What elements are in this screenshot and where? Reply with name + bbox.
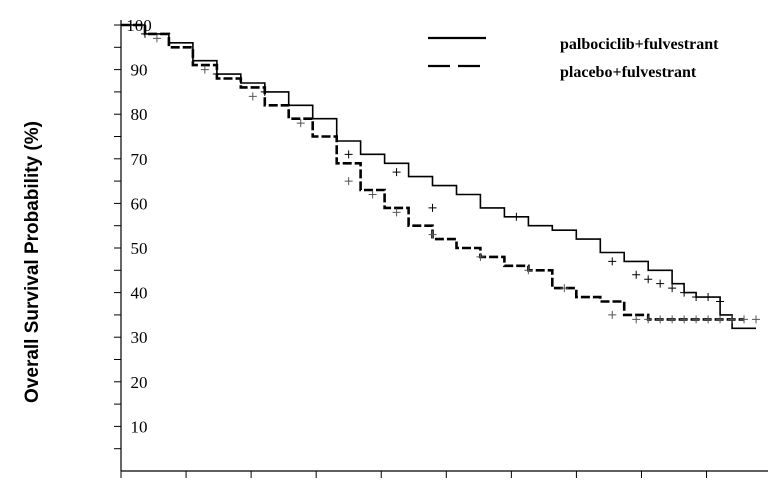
censor-mark [692,315,701,324]
censor-mark [608,257,617,266]
censor-mark [704,315,713,324]
censor-mark [668,315,677,324]
censor-mark [656,315,665,324]
censor-mark [344,150,353,159]
censor-mark [200,65,209,74]
legend-label: placebo+fulvestrant [560,64,697,81]
censor-mark [512,212,521,221]
censor-mark [428,230,437,239]
censor-mark [368,190,377,199]
censor-mark [632,315,641,324]
censor-mark [644,275,653,284]
censor-mark [644,315,653,324]
censor-mark [656,279,665,288]
censor-mark [740,315,749,324]
y-tick-label: 30 [131,328,148,347]
censor-mark [752,315,761,324]
series-layer [121,23,761,330]
censor-mark [716,315,725,324]
y-tick-label: 10 [131,417,148,436]
censor-mark [608,310,617,319]
censor-mark [668,284,677,293]
series-line-placebo [121,23,744,321]
censor-mark [248,92,257,101]
censor-mark [296,119,305,128]
y-axis-title: Overall Survival Probability (%) [22,121,43,403]
censor-mark [692,293,701,302]
censor-mark [476,252,485,261]
censor-mark [680,315,689,324]
censor-mark [152,34,161,43]
censor-mark [524,266,533,275]
censor-mark [428,203,437,212]
censor-mark [632,270,641,279]
y-tick-label: 60 [131,194,148,213]
y-tick-label: 80 [131,105,148,124]
censor-mark [344,177,353,186]
legend: palbociclib+fulvestrant placebo+fulvestra… [428,36,719,81]
censor-mark [392,168,401,177]
y-tick-label: 20 [131,373,148,392]
censor-mark [704,293,713,302]
y-tick-label: 40 [131,284,148,303]
y-tick-label: 70 [131,150,148,169]
y-tick-label: 50 [131,239,148,258]
censor-mark [680,288,689,297]
censor-mark [560,284,569,293]
y-tick-label: 90 [131,61,148,80]
censor-mark [728,315,737,324]
censor-mark [392,208,401,217]
legend-label: palbociclib+fulvestrant [560,36,719,53]
censor-mark [716,297,725,306]
